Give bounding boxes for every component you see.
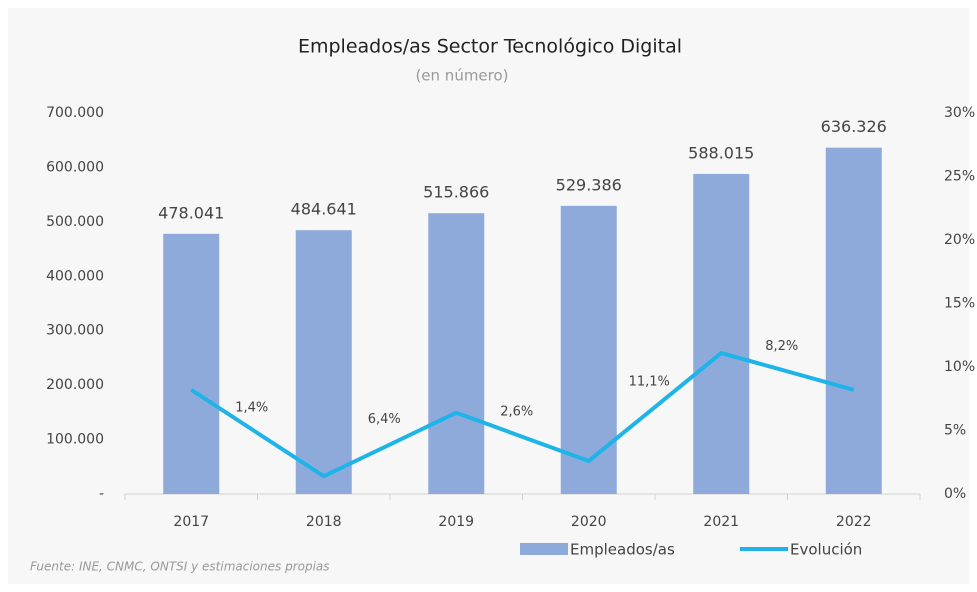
y-tick-label: 200.000 (46, 377, 104, 393)
x-tick-label: 2021 (703, 514, 739, 530)
y-tick-label: 300.000 (46, 323, 104, 339)
bar (560, 205, 617, 494)
chart-subtitle: (en número) (415, 67, 508, 85)
y-tick-label: 100.000 (46, 432, 104, 448)
y-tick-label: 700.000 (46, 105, 104, 121)
line-label: 1,4% (235, 401, 268, 416)
bar-label: 636.326 (821, 117, 887, 136)
line-label: 6,4% (368, 412, 401, 427)
y2-tick-label: 30% (944, 105, 975, 121)
x-tick-label: 2018 (306, 514, 342, 530)
x-tick-label: 2019 (438, 514, 474, 530)
legend-swatch (520, 543, 568, 555)
y-tick-label: 400.000 (46, 268, 104, 284)
legend-label: Empleados/as (570, 541, 675, 559)
line (190, 351, 855, 479)
line-label: 8,2% (765, 339, 798, 354)
bar-label: 515.866 (423, 183, 489, 202)
bar-label: 478.041 (158, 203, 224, 222)
chart-title: Empleados/as Sector Tecnológico Digital (298, 36, 682, 58)
y-tick-label: 600.000 (46, 159, 104, 175)
bar (295, 230, 352, 494)
y2-tick-label: 5% (944, 423, 966, 439)
background (8, 8, 969, 584)
bar (428, 213, 485, 495)
bar (163, 233, 220, 494)
line-label: 11,1% (629, 375, 670, 390)
legend-label: Evolución (790, 541, 862, 559)
y2-tick-label: 0% (944, 486, 966, 502)
bar (693, 173, 750, 494)
x-tick-label: 2022 (836, 514, 872, 530)
y2-tick-label: 10% (944, 359, 975, 375)
source: Fuente: INE, CNMC, ONTSI y estimaciones … (30, 560, 330, 574)
bar-label: 588.015 (688, 143, 754, 162)
y2-tick-label: 20% (944, 232, 975, 248)
y2-tick-label: 15% (944, 296, 975, 312)
y-tick-label: - (99, 486, 104, 502)
x-tick-label: 2020 (571, 514, 607, 530)
x-tick-label: 2017 (173, 514, 209, 530)
bar (825, 147, 882, 494)
y-tick-label: 500.000 (46, 214, 104, 230)
bar-label: 484.641 (291, 200, 357, 219)
y2-tick-label: 25% (944, 169, 975, 185)
bar-label: 529.386 (556, 175, 622, 194)
line-label: 2,6% (500, 404, 533, 419)
